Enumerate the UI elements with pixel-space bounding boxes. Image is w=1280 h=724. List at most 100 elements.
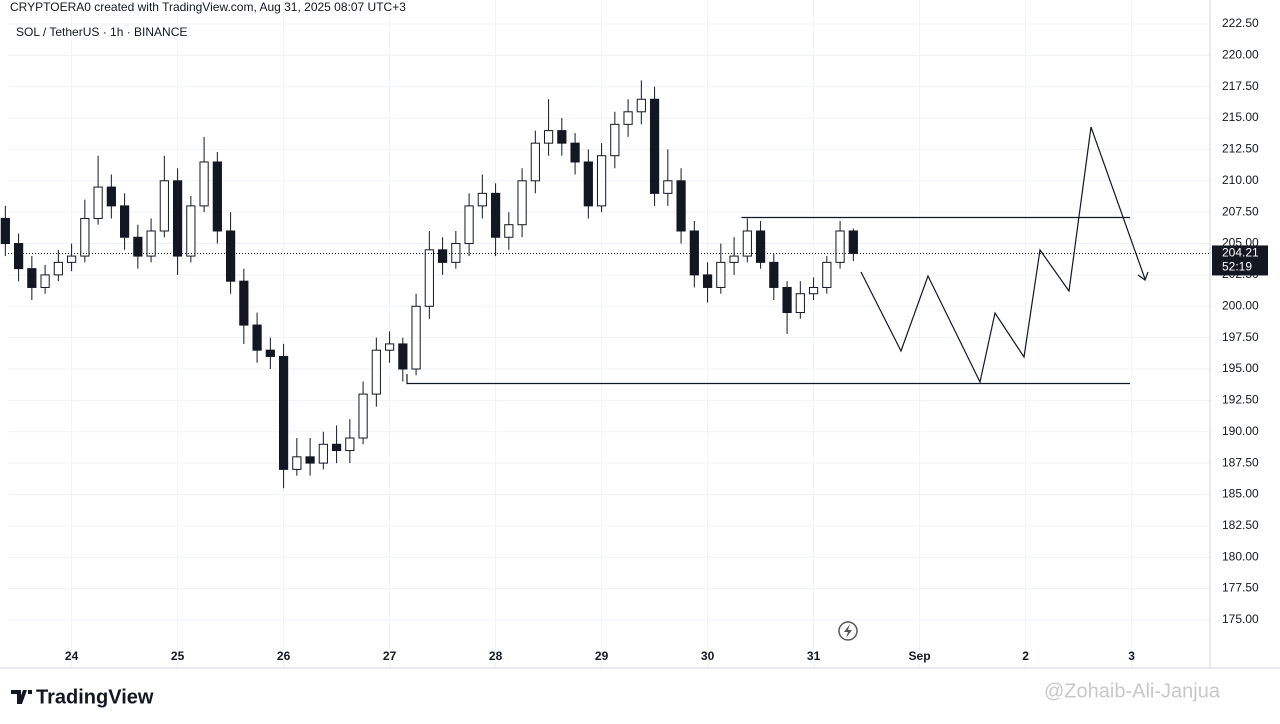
candle-body <box>676 180 686 232</box>
x-tick-label: 27 <box>383 649 397 663</box>
candle-body <box>265 349 275 357</box>
y-tick-label: 212.50 <box>1222 142 1259 156</box>
logo: TradingView <box>11 686 154 708</box>
candle-body <box>371 349 381 395</box>
y-tick-label: 177.50 <box>1222 581 1259 595</box>
x-tick-label: 2 <box>1022 649 1029 663</box>
y-tick-label: 220.00 <box>1222 48 1259 62</box>
candle-body <box>610 123 620 157</box>
resistance-line <box>741 216 1130 219</box>
y-tick-label: 190.00 <box>1222 424 1259 438</box>
y-tick-label: 217.50 <box>1222 79 1259 93</box>
candle-body <box>0 217 10 245</box>
support-line <box>406 374 1130 385</box>
candle-body <box>424 249 434 307</box>
candle-body <box>742 230 752 257</box>
candle-body <box>530 142 540 182</box>
candle-body <box>225 230 236 282</box>
credit: CRYPTOERA0 created with TradingView.com,… <box>10 0 406 14</box>
candle-body <box>649 98 660 194</box>
candle-body <box>345 437 355 452</box>
candle-body <box>172 180 183 257</box>
x-tick-label: 30 <box>701 649 715 663</box>
candle-body <box>663 180 673 194</box>
candle-body <box>119 205 130 238</box>
y-tick-label: 180.00 <box>1222 549 1259 563</box>
candle-body <box>199 161 209 207</box>
candle-body <box>623 111 633 125</box>
candle-body <box>702 274 713 288</box>
candle-body <box>596 155 607 207</box>
candle-body <box>835 230 845 263</box>
candle-body <box>278 355 289 470</box>
candle-body <box>451 243 461 263</box>
candle-body <box>636 98 646 113</box>
candle-body <box>795 293 805 314</box>
candle-body <box>133 236 143 257</box>
candle-body <box>27 268 37 288</box>
candle-body <box>305 456 315 464</box>
replay-icon <box>838 621 858 641</box>
candle-body <box>437 249 448 263</box>
symbol-title: SOL / TetherUS · 1h · BINANCE <box>16 25 187 39</box>
candle-body <box>782 286 792 314</box>
candle-body <box>13 243 24 270</box>
candle-body <box>517 180 527 226</box>
candle-body <box>146 230 156 257</box>
y-tick-label: 182.50 <box>1222 518 1259 532</box>
candle-body <box>239 280 249 326</box>
x-tick-label: 29 <box>595 649 609 663</box>
candle-body <box>252 324 262 351</box>
candle-body <box>557 130 567 144</box>
y-tick-label: 197.50 <box>1222 330 1259 344</box>
candle-body <box>808 286 819 295</box>
candle-body <box>212 161 222 232</box>
y-tick-label: 195.00 <box>1222 361 1259 375</box>
candle-body <box>755 230 766 263</box>
candle-body <box>53 261 63 276</box>
price-label-box <box>1212 245 1268 276</box>
x-tick-label: 3 <box>1128 649 1135 663</box>
candle-body <box>398 343 408 370</box>
candle-body <box>66 255 77 263</box>
watermark: @Zohaib-Ali-Janjua <box>1044 680 1221 702</box>
x-tick-label: 31 <box>807 649 821 663</box>
candle-body <box>186 205 196 257</box>
candle-body <box>358 393 368 439</box>
candle-body <box>729 255 739 263</box>
candle-body <box>490 192 501 238</box>
logo-text: TradingView <box>36 686 154 708</box>
candle-body <box>80 217 90 257</box>
candle-body <box>384 343 395 351</box>
user-drawings <box>406 126 1149 385</box>
candle-body <box>292 456 302 470</box>
y-tick-label: 222.50 <box>1222 16 1259 30</box>
projection-path <box>860 126 1146 384</box>
candle-body <box>40 274 50 288</box>
candle-body <box>716 261 726 288</box>
candle-body <box>689 230 699 276</box>
candle-body <box>822 261 832 288</box>
countdown-label: 52:19 <box>1222 260 1252 274</box>
candle-body <box>159 180 169 232</box>
candle-body <box>464 205 474 245</box>
y-tick-label: 210.00 <box>1222 173 1259 187</box>
candle-body <box>543 130 554 144</box>
y-tick-label: 207.50 <box>1222 204 1259 218</box>
candle-body <box>318 443 328 464</box>
candle-body <box>411 305 421 370</box>
y-tick-label: 192.50 <box>1222 393 1259 407</box>
x-tick-label: 26 <box>277 649 291 663</box>
candle-body <box>331 443 342 452</box>
y-tick-label: 200.00 <box>1222 298 1259 312</box>
y-tick-label: 187.50 <box>1222 455 1259 469</box>
candle-body <box>504 224 514 238</box>
y-tick-label: 175.00 <box>1222 612 1259 626</box>
x-tick-label: Sep <box>909 649 931 663</box>
candle-body <box>93 186 103 219</box>
y-tick-label: 215.00 <box>1222 110 1259 124</box>
candle-body <box>848 230 858 254</box>
candle-body <box>477 192 487 207</box>
candle-body <box>583 161 593 207</box>
